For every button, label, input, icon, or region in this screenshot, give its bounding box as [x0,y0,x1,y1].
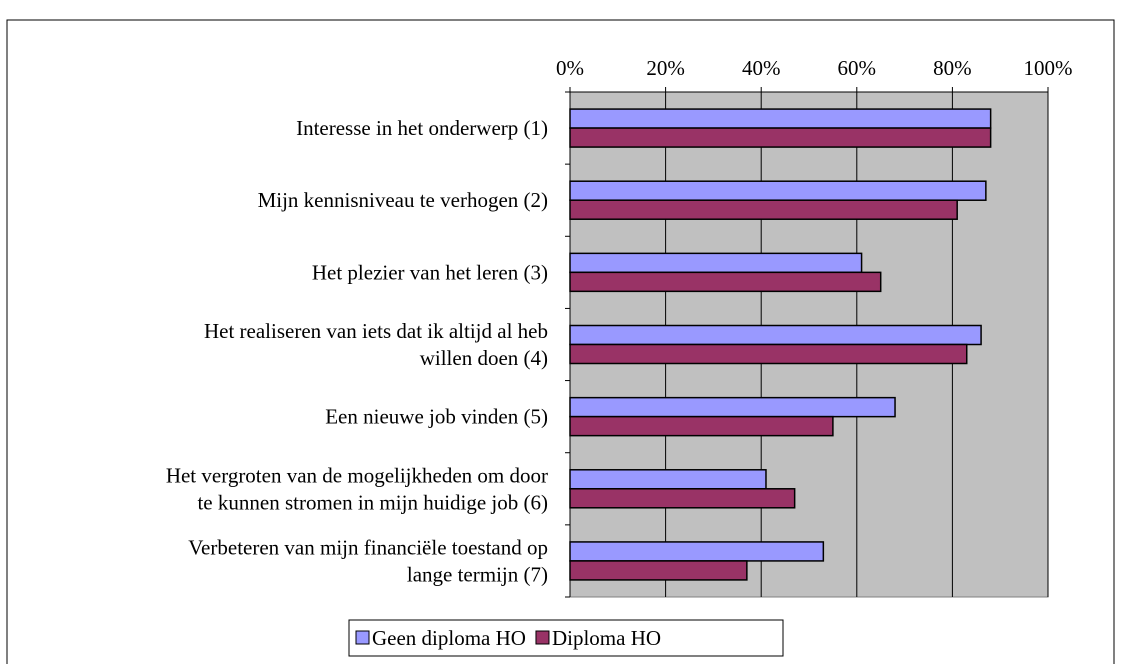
y-tick-label: Verbeteren van mijn financiële toestand … [188,535,548,559]
bar [569,396,896,418]
y-tick-label: willen doen (4) [420,346,548,370]
bar [569,415,834,437]
y-tick-label: Het plezier van het leren (3) [312,260,548,284]
y-tick-label: Een nieuwe job vinden (5) [325,405,548,429]
x-tick-label: 100% [1024,56,1073,80]
legend-label: Diploma HO [552,626,661,650]
x-tick-label: 60% [838,56,877,80]
y-tick-label: te kunnen stromen in mijn huidige job (6… [197,490,548,514]
legend-swatch [355,630,370,645]
y-tick-label: Het vergroten van de mogelijkheden om do… [166,463,548,487]
legend [348,619,784,657]
x-tick-label: 0% [556,56,584,80]
y-tick-label: Mijn kennisniveau te verhogen (2) [258,188,548,212]
bar [569,180,987,201]
x-tick-label: 40% [742,56,781,80]
y-tick-label: lange termijn (7) [407,562,548,586]
bar [569,469,767,490]
bar [569,488,796,509]
bar [569,127,992,148]
legend-swatch [535,630,550,645]
bar [569,271,882,293]
y-tick-label: Het realiseren van iets dat ik altijd al… [204,319,548,343]
x-tick-label: 80% [933,56,972,80]
bar [569,560,748,581]
bar [569,541,825,562]
bar [569,199,958,220]
bar [569,343,968,365]
y-tick-label: Interesse in het onderwerp (1) [296,116,548,140]
bar [569,108,992,129]
bar [569,324,982,346]
bar [569,252,863,274]
legend-label: Geen diploma HO [372,626,526,650]
x-tick-label: 20% [646,56,685,80]
